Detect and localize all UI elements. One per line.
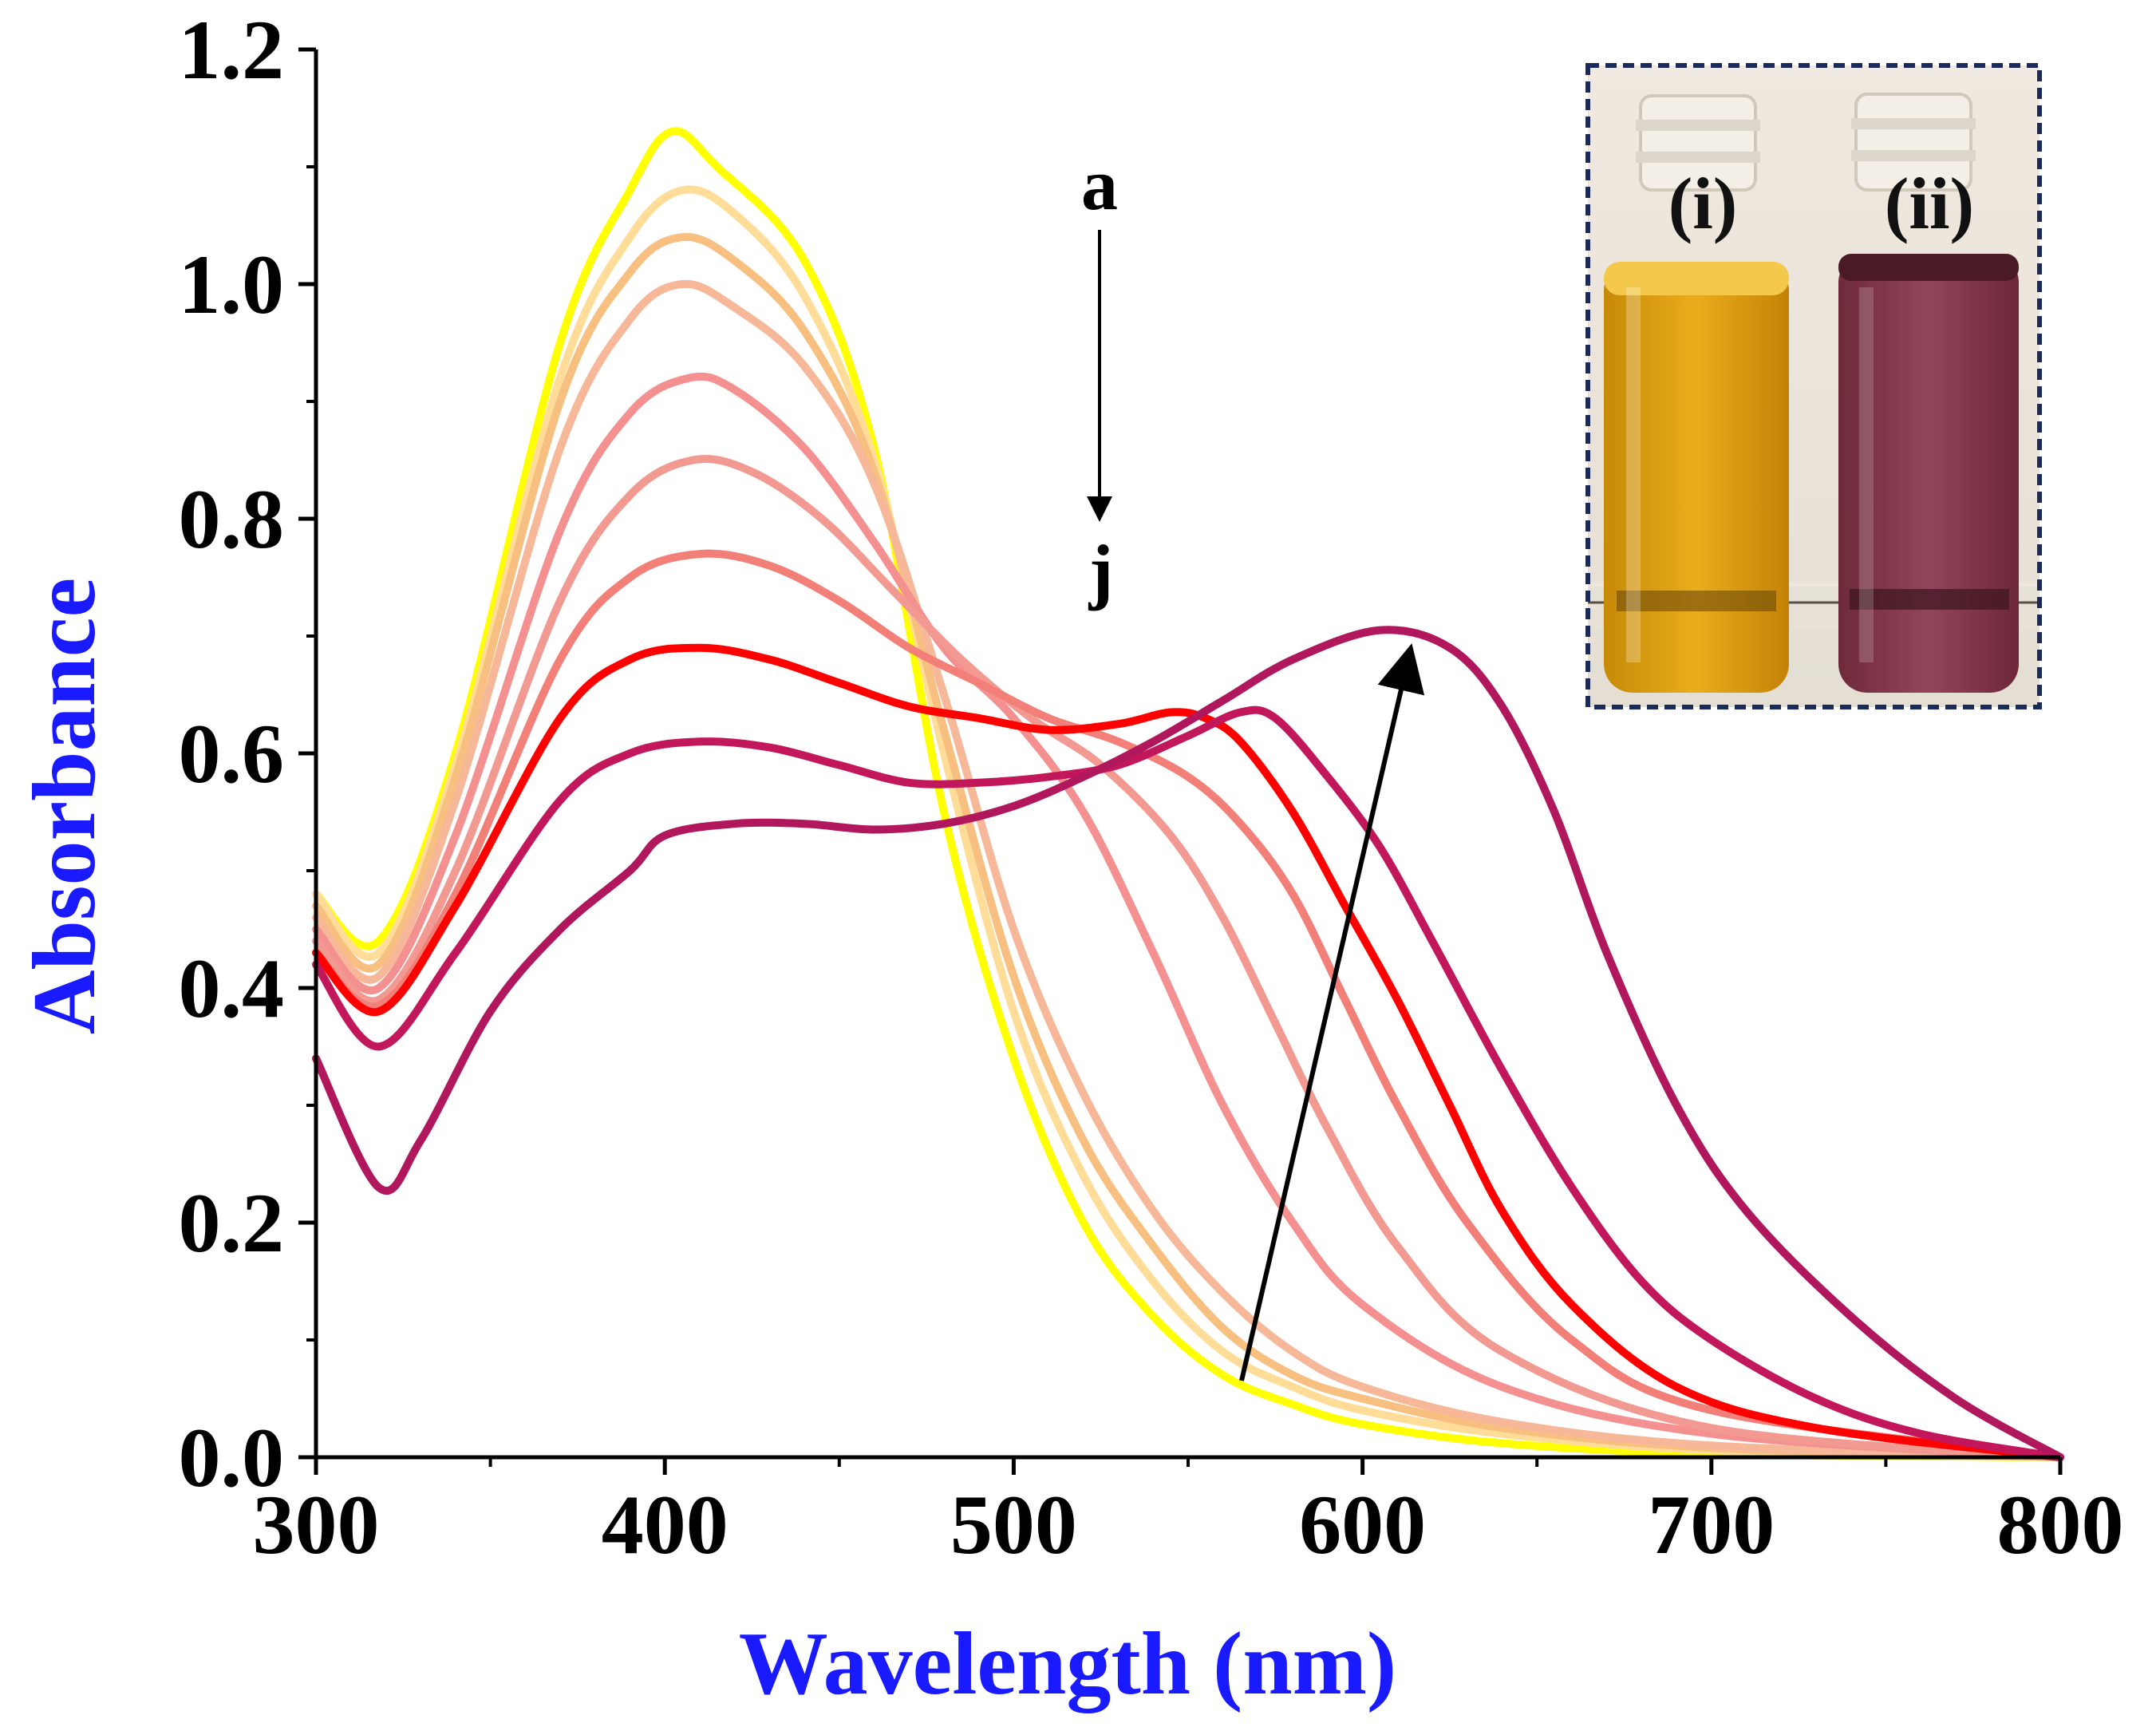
vial-ii: (ii) <box>1838 93 2019 693</box>
a-to-j-annotation: a j <box>1081 144 1118 611</box>
annotation-a-label: a <box>1081 144 1118 225</box>
x-tick-label: 400 <box>602 1478 729 1571</box>
series-line-9 <box>312 705 2064 1461</box>
series-line-6 <box>312 454 2064 1461</box>
axes: 300 400 500 600 700 800 0.0 0.2 0.4 0.6 0.8 1.0 1.2 <box>179 3 2124 1571</box>
x-tick-label: 500 <box>950 1478 1077 1571</box>
y-tick-label: 1.0 <box>179 238 285 331</box>
inset-photo: (i) (ii) <box>1585 63 2042 709</box>
vial-i: (i) <box>1604 94 1789 693</box>
annotation-j-label: j <box>1088 530 1114 611</box>
y-tick-label: 0.0 <box>179 1411 285 1504</box>
series-line-4 <box>312 279 2064 1461</box>
trend-arrow <box>1239 643 1425 1381</box>
x-tick-label: 800 <box>1997 1478 2124 1571</box>
x-axis-title: Wavelength (nm) <box>739 1614 1396 1713</box>
y-tick-label: 1.2 <box>179 3 285 97</box>
series-line-2 <box>312 185 2064 1461</box>
y-axis-title: Absorbance <box>15 578 114 1034</box>
series-layer <box>312 127 2064 1461</box>
vial-ii-label: (ii) <box>1885 163 1974 244</box>
series-line-7 <box>312 549 2064 1461</box>
series-line-1 <box>312 127 2064 1461</box>
x-tick-label: 700 <box>1648 1478 1775 1571</box>
y-tick-label: 0.2 <box>179 1176 285 1270</box>
series-line-3 <box>312 232 2064 1461</box>
y-tick-label: 0.8 <box>179 472 285 566</box>
series-line-8 <box>312 643 2064 1461</box>
vial-i-label: (i) <box>1668 163 1738 244</box>
series-line-10 <box>312 626 2064 1461</box>
x-tick-label: 300 <box>253 1478 380 1571</box>
x-tick-label: 600 <box>1299 1478 1426 1571</box>
y-tick-label: 0.6 <box>179 707 285 800</box>
y-tick-label: 0.4 <box>179 942 285 1035</box>
inset-border <box>1585 63 2042 709</box>
